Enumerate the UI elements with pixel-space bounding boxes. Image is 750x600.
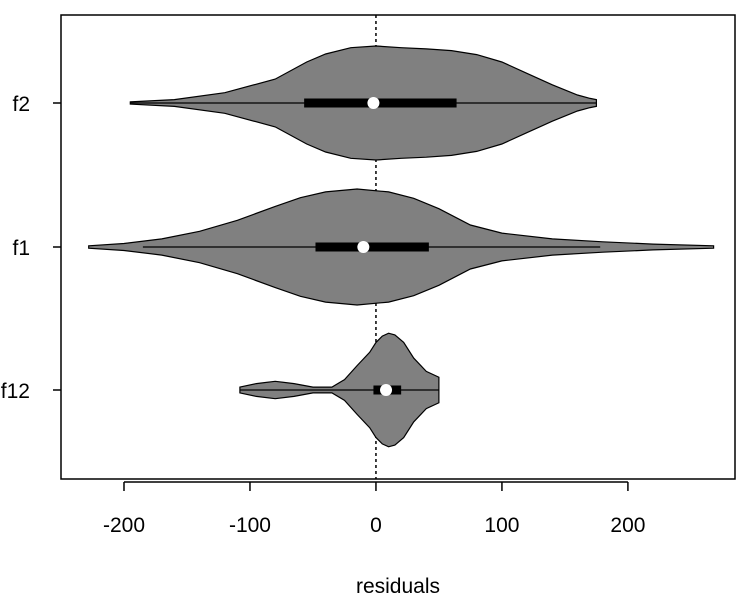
x-tick-label: 200 bbox=[610, 514, 645, 537]
x-tick-label: -100 bbox=[229, 514, 271, 537]
box bbox=[304, 98, 457, 108]
median-point bbox=[367, 97, 380, 109]
x-tick-label: 100 bbox=[484, 514, 519, 537]
category-label-f2: f2 bbox=[12, 93, 30, 116]
median-point bbox=[380, 384, 393, 396]
x-tick-label: -200 bbox=[103, 514, 145, 537]
violin-f1 bbox=[88, 188, 715, 306]
box bbox=[315, 242, 429, 252]
x-axis-label: residuals bbox=[356, 575, 440, 598]
violin-f12 bbox=[239, 332, 440, 448]
category-label-f12: f12 bbox=[1, 380, 30, 403]
violin-f2 bbox=[129, 45, 597, 161]
plot-area bbox=[88, 15, 715, 479]
median-point bbox=[357, 241, 370, 253]
category-axis: f2 f1 f12 bbox=[1, 93, 61, 403]
category-label-f1: f1 bbox=[12, 237, 30, 260]
x-tick-label: 0 bbox=[370, 514, 382, 537]
x-axis: -200 -100 0 100 200 bbox=[103, 481, 645, 537]
